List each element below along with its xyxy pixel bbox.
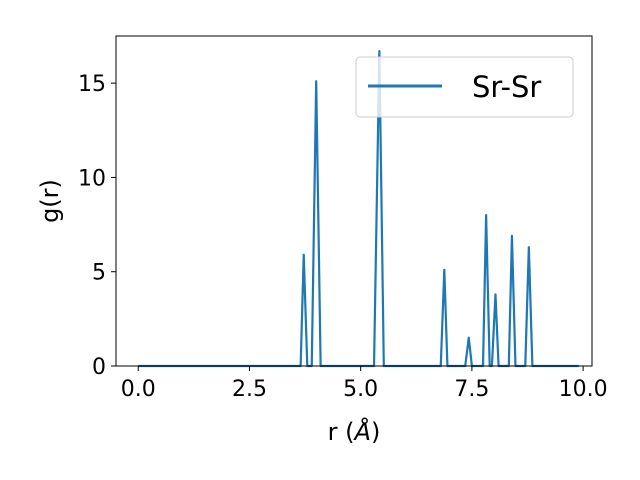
legend-label: Sr-Sr: [472, 70, 541, 104]
y-tick-label: 10: [78, 166, 106, 191]
x-tick-label: 7.5: [454, 377, 489, 402]
legend: Sr-Sr: [355, 56, 574, 118]
x-tick-label: 5.0: [343, 377, 378, 402]
x-axis-ticks: 0.0 2.5 5.0 7.5 10.0: [121, 366, 608, 402]
y-tick-label: 15: [78, 72, 106, 97]
x-axis-title-prefix: r (: [328, 418, 355, 446]
x-axis-title-suffix: ): [371, 418, 380, 446]
legend-box: [355, 56, 574, 118]
x-tick-label: 0.0: [121, 377, 156, 402]
x-axis-title-unit: Å: [353, 417, 371, 446]
y-axis-ticks: 0 5 10 15: [78, 72, 116, 380]
x-axis-title: r (Å): [328, 417, 381, 446]
y-axis-title: g(r): [36, 179, 64, 223]
y-tick-label: 5: [92, 261, 106, 286]
series-line-0: [138, 49, 579, 368]
x-tick-label: 2.5: [232, 377, 267, 402]
x-tick-label: 10.0: [559, 377, 608, 402]
y-tick-label: 0: [92, 355, 106, 380]
plot-lines: [138, 49, 579, 368]
plot-frame: [115, 35, 593, 367]
